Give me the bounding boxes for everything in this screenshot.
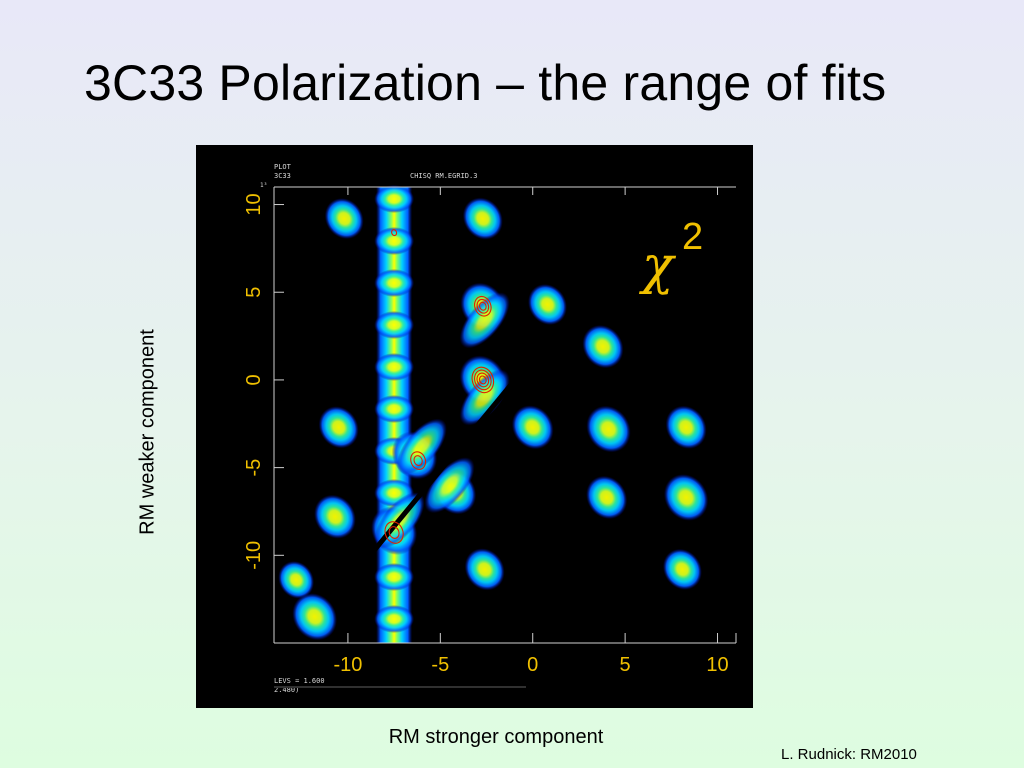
x-tick-label: -10 (333, 654, 362, 676)
y-tick-label: 0 (243, 374, 265, 385)
chi-exponent: 2 (682, 216, 703, 258)
diagonal-lobe (424, 457, 475, 514)
slide-title: 3C33 Polarization – the range of fits (84, 55, 887, 111)
chi2-blob (318, 406, 359, 449)
chi2-blob (324, 198, 364, 240)
levs-label-2: 2.480) (274, 686, 299, 694)
chi2-blob (278, 561, 315, 599)
y-tick-label: -10 (243, 541, 265, 570)
contour-ring (391, 229, 398, 237)
plot-corner-label: 1³ (260, 182, 267, 189)
column-bead (374, 605, 415, 633)
contour-ring (413, 455, 423, 467)
contour-ring (474, 369, 492, 391)
chi-square-plot: PLOT 3C33 CHISQ RM.EGRID.3 1³ LEVS = 1.6… (196, 145, 753, 708)
column-bead (374, 311, 415, 339)
y-tick-label: -5 (243, 459, 265, 477)
y-axis-title: RM weaker component (136, 329, 159, 535)
contour-ring (478, 375, 487, 385)
column-bead (374, 227, 415, 255)
diagonal-lobe (459, 369, 510, 426)
diagonal-lobe (459, 292, 510, 349)
contour-ring (471, 366, 495, 394)
levs-label-1: LEVS = 1.600 (274, 677, 325, 685)
column-bead (374, 353, 415, 381)
plot-header-line2: 3C33 (274, 172, 291, 180)
x-axis-title: RM stronger component (388, 726, 604, 748)
chi2-blob (663, 474, 709, 521)
plot-canvas: PLOT 3C33 CHISQ RM.EGRID.3 1³ LEVS = 1.6… (243, 163, 737, 694)
contour-ring (474, 295, 492, 317)
axis-layer: -10 -5 0 5 10 -10 -5 0 5 10 (243, 186, 737, 676)
column-bead (374, 395, 415, 423)
chi2-blob (464, 548, 505, 591)
chi2-blob (586, 475, 628, 520)
x-tick-label: -5 (431, 654, 449, 676)
contour-ring (476, 372, 490, 388)
y-tick-label: 10 (243, 193, 265, 215)
column-bead (374, 563, 415, 591)
chi2-blob (314, 494, 356, 539)
chi2-blob (462, 197, 503, 240)
x-tick-label: 5 (620, 654, 631, 676)
chi2-blob (582, 324, 624, 369)
contour-ring (388, 526, 400, 539)
contour-ring (410, 451, 427, 470)
chi2-blob (528, 284, 568, 325)
contour-ring (476, 298, 490, 314)
heatmap-layer (278, 185, 709, 643)
y-tick-label: 5 (243, 287, 265, 298)
chi2-blob (665, 405, 707, 449)
credit-text: L. Rudnick: RM2010 (781, 746, 917, 763)
contour-ring (384, 521, 404, 544)
plot-header-file: CHISQ RM.EGRID.3 (410, 172, 477, 180)
chi2-blob (292, 593, 338, 641)
chi2-blob (662, 548, 702, 590)
chi2-blob (586, 405, 631, 453)
diagonal-lobe (396, 418, 447, 475)
contour-layer (384, 229, 495, 544)
column-bead (374, 185, 415, 213)
chi-symbol: χ (638, 236, 677, 296)
contour-ring (478, 301, 487, 311)
plot-header-line1: PLOT (274, 163, 292, 171)
x-tick-label: 0 (527, 654, 538, 676)
column-bead (374, 269, 415, 297)
chi2-blob (511, 405, 554, 450)
x-tick-label: 10 (706, 654, 728, 676)
